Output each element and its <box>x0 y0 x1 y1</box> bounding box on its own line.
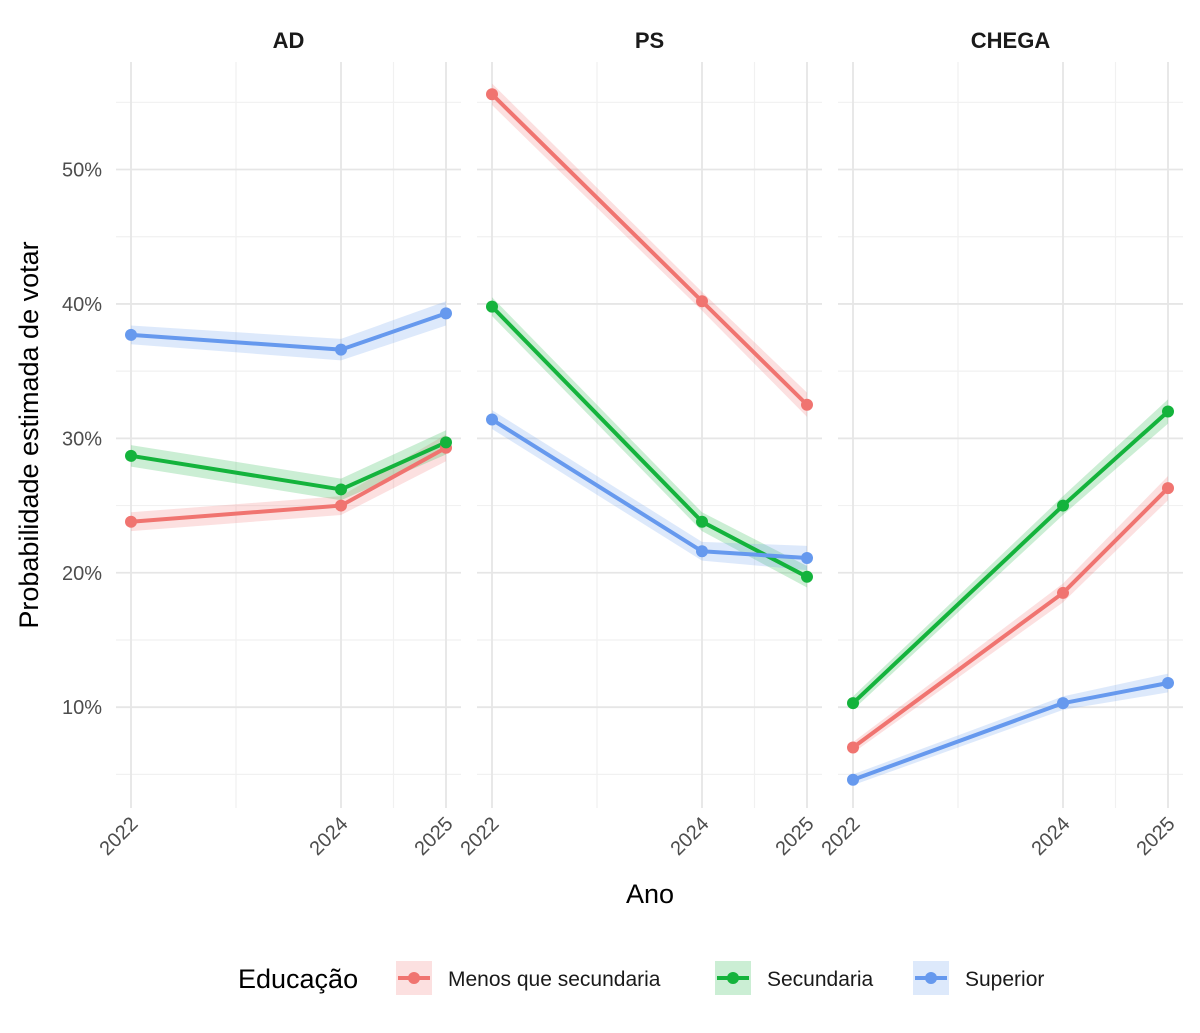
facet-label-ps: PS <box>635 28 664 53</box>
data-point-secundaria-2025 <box>440 436 452 449</box>
legend: Educação Menos que secundaria Secundaria S… <box>238 961 1044 995</box>
data-point-superior-2022 <box>847 773 859 786</box>
data-point-superior-2022 <box>125 328 137 341</box>
data-point-menos-que-secundaria-2024 <box>1057 586 1069 599</box>
x-tick-label-2024: 2024 <box>667 813 714 860</box>
facet-label-chega: CHEGA <box>971 28 1051 53</box>
legend-entry-menos-que-secundaria: Menos que secundaria <box>396 961 661 995</box>
data-point-superior-2025 <box>440 307 452 320</box>
y-tick-label-10: 10% <box>62 697 102 719</box>
data-point-secundaria-2024 <box>1057 499 1069 512</box>
facet-label-ad: AD <box>273 28 305 53</box>
y-tick-label-40: 40% <box>62 294 102 316</box>
y-tick-label-30: 30% <box>62 428 102 450</box>
legend-key-point <box>925 972 937 984</box>
data-point-superior-2025 <box>801 551 813 564</box>
legend-key-point <box>408 972 420 984</box>
legend-label-menos-que-secundaria: Menos que secundaria <box>448 968 661 991</box>
data-point-menos-que-secundaria-2025 <box>801 398 813 411</box>
series-line-secundaria <box>851 409 1170 706</box>
data-point-superior-2022 <box>486 413 498 426</box>
data-point-menos-que-secundaria-2022 <box>847 741 859 754</box>
legend-label-superior: Superior <box>965 968 1044 991</box>
x-tick-label-2024: 2024 <box>306 813 353 860</box>
ci-band-menos-que-secundaria <box>853 475 1168 753</box>
legend-key-point <box>727 972 739 984</box>
data-point-superior-2024 <box>696 545 708 558</box>
x-tick-label-2022: 2022 <box>96 813 143 860</box>
data-point-superior-2025 <box>1162 676 1174 689</box>
data-point-secundaria-2025 <box>1162 405 1174 418</box>
x-tick-label-2022: 2022 <box>457 813 504 860</box>
ci-band-menos-que-secundaria <box>131 434 446 532</box>
x-tick-label-2024: 2024 <box>1028 813 1075 860</box>
panel-chega: CHEGA 2022 2024 2025 <box>818 28 1183 860</box>
data-point-secundaria-2024 <box>696 515 708 528</box>
ci-band-superior <box>492 410 807 571</box>
data-point-menos-que-secundaria-2025 <box>1162 482 1174 495</box>
legend-label-secundaria: Secundaria <box>767 968 874 991</box>
data-point-menos-que-secundaria-2024 <box>696 295 708 308</box>
legend-entry-superior: Superior <box>913 961 1044 995</box>
legend-entry-secundaria: Secundaria <box>715 961 874 995</box>
legend-title: Educação <box>238 964 358 994</box>
data-point-superior-2024 <box>1057 697 1069 710</box>
panel-ps: PS 2022 2024 2025 <box>457 28 822 860</box>
x-tick-label-2025: 2025 <box>411 813 458 860</box>
data-point-secundaria-2022 <box>486 300 498 313</box>
y-axis-title: Probabilidade estimada de votar <box>14 241 44 628</box>
x-tick-label-2025: 2025 <box>1133 813 1180 860</box>
y-axis: 10% 20% 30% 40% 50% <box>62 160 102 720</box>
data-point-secundaria-2025 <box>801 570 813 583</box>
data-point-secundaria-2022 <box>847 697 859 710</box>
data-point-menos-que-secundaria-2022 <box>125 515 137 528</box>
data-point-menos-que-secundaria-2024 <box>335 499 347 512</box>
ci-band-superior <box>131 301 446 361</box>
data-point-secundaria-2022 <box>125 449 137 462</box>
y-tick-label-20: 20% <box>62 563 102 585</box>
panel-ad: AD 2022 2024 2025 <box>96 28 461 860</box>
data-point-menos-que-secundaria-2022 <box>486 88 498 101</box>
x-axis-title: Ano <box>626 879 674 909</box>
x-tick-label-2022: 2022 <box>818 813 865 860</box>
x-tick-label-2025: 2025 <box>772 813 819 860</box>
y-tick-label-50: 50% <box>62 160 102 182</box>
data-point-superior-2024 <box>335 343 347 356</box>
ci-band-secundaria <box>131 430 446 501</box>
ci-band-superior <box>853 673 1168 786</box>
data-point-secundaria-2024 <box>335 483 347 496</box>
